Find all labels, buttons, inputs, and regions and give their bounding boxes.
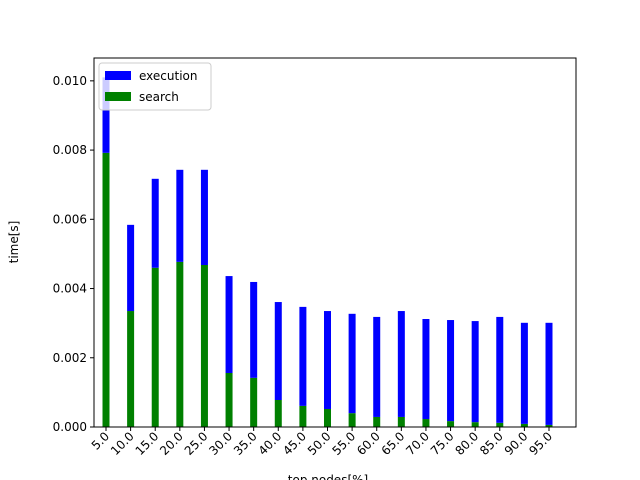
- bar: [274, 302, 282, 400]
- bar: [422, 419, 430, 427]
- bar: [324, 409, 331, 427]
- bar: [471, 321, 479, 423]
- bar: [102, 77, 110, 153]
- bar: [397, 311, 405, 417]
- bar: [447, 320, 455, 422]
- y-axis-label: time[s]: [7, 221, 21, 264]
- x-tick-label: 65.0: [379, 429, 408, 458]
- bar: [373, 416, 381, 427]
- bar: [151, 178, 159, 268]
- bar: [471, 422, 479, 427]
- bar: [127, 311, 135, 427]
- bar: [225, 276, 233, 373]
- x-tick-label: 45.0: [280, 429, 309, 458]
- y-tick-label: 0.004: [53, 282, 87, 296]
- bar: [299, 405, 307, 427]
- bar: [225, 373, 233, 427]
- bar: [176, 169, 184, 262]
- legend-swatch: [105, 92, 131, 101]
- bar: [496, 316, 504, 423]
- bar: [127, 224, 135, 312]
- plot-frame: [93, 57, 577, 428]
- x-tick-label: 95.0: [526, 429, 555, 458]
- legend-swatch: [105, 71, 131, 80]
- bar: [520, 322, 528, 424]
- legend-label: search: [139, 90, 179, 104]
- x-tick-label: 10.0: [108, 429, 137, 458]
- x-tick-label: 20.0: [157, 429, 186, 458]
- bar: [200, 169, 208, 265]
- x-tick-label: 30.0: [206, 429, 235, 458]
- bar: [422, 319, 430, 420]
- legend: execution search: [98, 62, 212, 111]
- bar: [545, 322, 553, 425]
- x-tick-label: 40.0: [256, 429, 285, 458]
- x-axis-label: top nodes[%]: [288, 473, 368, 480]
- x-tick-label: 75.0: [428, 429, 457, 458]
- legend-label: execution: [139, 69, 197, 83]
- bar: [545, 424, 553, 427]
- bar: [274, 400, 282, 427]
- bar: [250, 377, 258, 427]
- bar: [151, 267, 159, 427]
- x-tick-label: 55.0: [329, 429, 358, 458]
- bar: [299, 306, 307, 406]
- bar: [373, 316, 381, 417]
- x-tick-label: 60.0: [354, 429, 383, 458]
- x-tick-label: 90.0: [502, 429, 531, 458]
- bar: [496, 422, 504, 427]
- bar: [348, 313, 356, 414]
- bar: [200, 265, 208, 427]
- bar: [250, 281, 258, 378]
- bar: [324, 311, 331, 409]
- y-tick-label: 0.002: [53, 351, 87, 365]
- bar: [520, 423, 528, 427]
- y-tick-label: 0.000: [53, 420, 87, 434]
- y-tick-label: 0.010: [53, 74, 87, 88]
- y-tick-label: 0.006: [53, 212, 87, 226]
- x-tick-label: 25.0: [182, 429, 211, 458]
- x-tick-label: 50.0: [305, 429, 334, 458]
- bar: [176, 261, 184, 427]
- bar: [397, 416, 405, 427]
- bar: [348, 413, 356, 427]
- x-tick-label: 80.0: [452, 429, 481, 458]
- x-tick-label: 15.0: [133, 429, 162, 458]
- bar: [447, 421, 455, 427]
- bar: [102, 152, 110, 427]
- x-tick-label: 70.0: [403, 429, 432, 458]
- x-tick-label: 35.0: [231, 429, 260, 458]
- x-tick-label: 85.0: [477, 429, 506, 458]
- y-tick-label: 0.008: [53, 143, 87, 157]
